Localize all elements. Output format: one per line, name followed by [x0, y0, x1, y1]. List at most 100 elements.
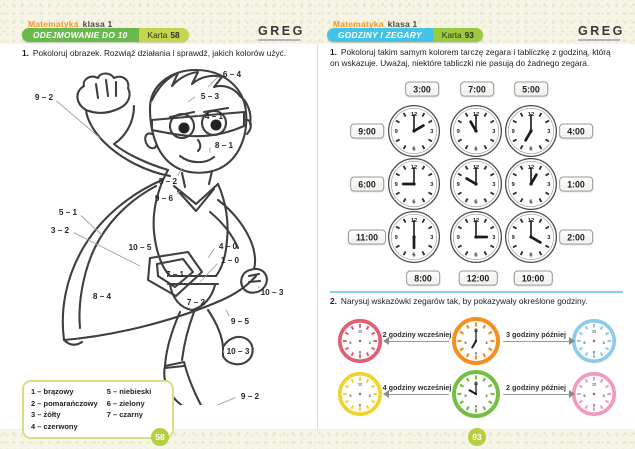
subtraction-label: 6 – 4 [223, 70, 242, 79]
arrow-left-icon [379, 390, 389, 398]
svg-text:3: 3 [547, 182, 550, 188]
task-number: 1. [330, 47, 337, 57]
greg-logo-text: GREG [578, 24, 625, 38]
leader-line [207, 76, 219, 88]
svg-text:9: 9 [457, 182, 460, 188]
subtraction-label: 10 – 3 [261, 288, 284, 297]
leader-line [176, 190, 181, 195]
svg-text:9: 9 [583, 341, 585, 345]
leader-line [216, 397, 236, 405]
time-plate-6:00: 6:00 [350, 176, 384, 192]
svg-text:6: 6 [593, 350, 595, 354]
svg-text:9: 9 [457, 235, 460, 241]
svg-text:6: 6 [412, 146, 415, 152]
leader-line [80, 215, 103, 236]
legend-column-1: 1 – brązowy 2 – pomarańczowy 3 – żółty 4 – … [31, 386, 98, 433]
section-divider-line [330, 291, 623, 293]
svg-text:12: 12 [592, 383, 596, 387]
svg-text:9: 9 [464, 393, 467, 398]
connector-line [385, 341, 449, 342]
svg-text:6: 6 [475, 351, 478, 356]
time-plate-5:00: 5:00 [514, 81, 548, 97]
empty-clock-right: 12 3 6 9 [571, 318, 617, 364]
time-plate-1:00: 1:00 [559, 176, 593, 192]
subtraction-label: 9 – 5 [231, 317, 250, 326]
subtraction-label: 9 – 2 [241, 392, 260, 401]
svg-text:12: 12 [358, 383, 362, 387]
legend-item: 7 – czarny [106, 410, 143, 420]
time-plate-10:00: 10:00 [513, 270, 553, 286]
svg-text:12: 12 [358, 330, 362, 334]
time-plate-2:00: 2:00 [559, 229, 593, 245]
svg-text:6: 6 [359, 403, 361, 407]
task-number: 2. [330, 296, 337, 306]
subtraction-label: 4 – 0 [219, 242, 238, 251]
legend-item: 1 – brązowy [31, 387, 74, 396]
relation-label: 4 godziny wcześniej [382, 383, 452, 392]
task-text: Narysuj wskazówki zegarów tak, by pokazy… [340, 296, 588, 306]
time-plate-3:00: 3:00 [405, 81, 439, 97]
subtraction-label: 8 – 1 [215, 141, 234, 150]
svg-text:9: 9 [349, 394, 351, 398]
leader-line [225, 309, 230, 317]
svg-text:3: 3 [485, 393, 488, 398]
leader-line [222, 350, 225, 354]
subtraction-label: 7 – 2 [187, 298, 206, 307]
svg-text:6: 6 [474, 146, 477, 152]
subject-label: Matematyka [28, 19, 79, 29]
right-topic-pill: GODZINY I ZEGARY Karta 93 [327, 28, 483, 42]
svg-text:6: 6 [412, 252, 415, 258]
time-plate-4:00: 4:00 [559, 123, 593, 139]
svg-text:6: 6 [359, 350, 361, 354]
time-plate-11:00: 11:00 [347, 229, 387, 245]
empty-clock-left: 12 3 6 9 [337, 371, 383, 417]
connector-line [503, 394, 569, 395]
connector-line [385, 394, 449, 395]
legend-item: 3 – żółty [31, 410, 61, 420]
svg-text:6: 6 [529, 199, 532, 205]
subtraction-label: 5 – 2 [159, 177, 178, 186]
legend-item: 2 – pomarańczowy [31, 398, 98, 408]
subtraction-label: 1 – 0 [221, 256, 240, 265]
svg-text:6: 6 [529, 252, 532, 258]
superhero-outline [61, 68, 268, 405]
task-text: Pokoloruj takim samym kolorem tarczę zeg… [330, 47, 611, 68]
svg-text:9: 9 [512, 129, 515, 135]
svg-text:6: 6 [529, 146, 532, 152]
svg-text:9: 9 [349, 341, 351, 345]
svg-text:9: 9 [395, 182, 398, 188]
leader-line [199, 263, 218, 283]
svg-text:9: 9 [395, 235, 398, 241]
subtraction-label: 5 – 3 [201, 92, 220, 101]
svg-text:3: 3 [430, 182, 433, 188]
connector-line [503, 341, 569, 342]
card-number: 58 [170, 30, 180, 40]
card-number: 93 [464, 30, 474, 40]
leader-line [257, 285, 260, 289]
left-series-label: Matematyka klasa 1 [28, 19, 112, 29]
svg-text:3: 3 [547, 129, 550, 135]
subtraction-label: 7 – 1 [166, 270, 185, 279]
subtraction-label: 10 – 5 [129, 243, 152, 252]
right-task-1: 1. Pokoloruj takim samym kolorem tarczę z… [330, 47, 622, 69]
svg-text:3: 3 [547, 235, 550, 241]
svg-text:3: 3 [603, 394, 605, 398]
svg-text:3: 3 [492, 129, 495, 135]
svg-text:6: 6 [474, 199, 477, 205]
subtraction-label: 4 – 1 [205, 112, 224, 121]
arrow-right-icon [569, 390, 579, 398]
svg-text:6: 6 [412, 199, 415, 205]
leader-line [56, 100, 101, 139]
svg-text:6: 6 [475, 404, 478, 409]
svg-text:3: 3 [485, 340, 488, 345]
svg-text:3: 3 [603, 341, 605, 345]
grade-label: klasa 1 [82, 19, 113, 29]
